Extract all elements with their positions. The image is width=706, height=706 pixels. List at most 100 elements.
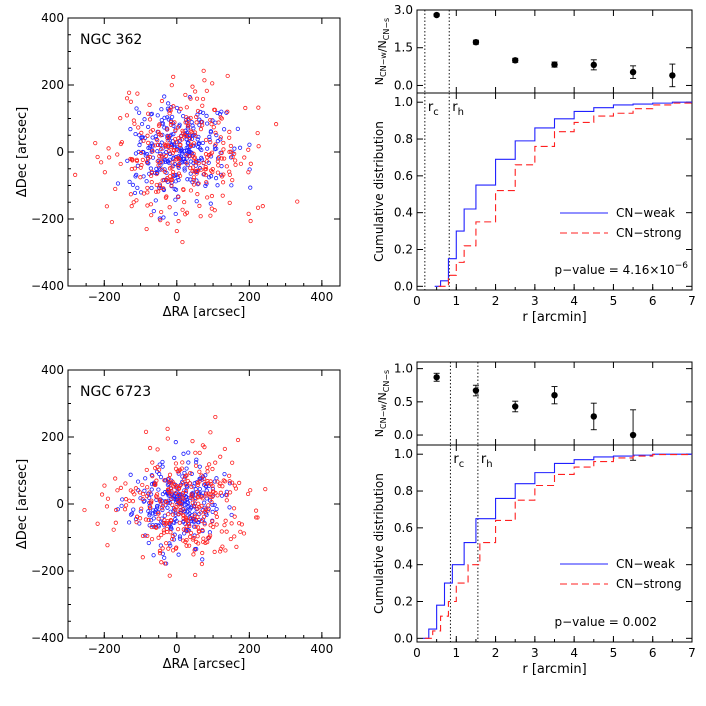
scatter-point <box>191 182 197 187</box>
scatter-point <box>214 476 219 481</box>
scatter-point <box>166 149 171 154</box>
scatter-point <box>143 517 149 522</box>
scatter-point <box>166 476 171 481</box>
scatter-point <box>188 165 193 171</box>
scatter-point <box>163 490 168 495</box>
scatter-point <box>186 133 191 139</box>
scatter-point <box>171 104 176 109</box>
scatter-point <box>237 145 243 150</box>
scatter-point <box>232 534 237 539</box>
scatter-point <box>204 181 209 186</box>
scatter-point <box>145 533 150 539</box>
scatter-point <box>183 515 188 520</box>
scatter-point <box>184 518 189 523</box>
data-point <box>629 68 637 76</box>
scatter-point <box>201 539 206 545</box>
scatter-point <box>199 157 205 162</box>
scatter-point <box>180 481 185 486</box>
scatter-point <box>145 133 150 138</box>
scatter-point <box>184 529 189 534</box>
scatter-point <box>149 180 154 185</box>
sky-panel: −400 −200 0 200 400 −200 0 200 400 NGC 6723 ΔRA [a… <box>15 363 341 672</box>
scatter-point <box>222 156 227 161</box>
scatter-point <box>260 204 265 209</box>
scatter-point <box>195 534 200 539</box>
scatter-point <box>209 193 215 199</box>
scatter-point <box>200 496 205 501</box>
scatter-point <box>176 511 181 517</box>
scatter-point <box>198 510 204 515</box>
scatter-point <box>170 160 175 165</box>
scatter-point <box>118 141 123 147</box>
scatter-point <box>186 460 191 465</box>
scatter-point <box>230 178 235 183</box>
scatter-point <box>205 146 210 151</box>
scatter-point <box>162 518 167 523</box>
scatter-point <box>129 511 135 516</box>
scatter-point <box>223 548 228 553</box>
scatter-point <box>147 117 153 122</box>
scatter-point <box>295 199 300 204</box>
scatter-point <box>151 516 156 521</box>
scatter-point <box>104 504 110 509</box>
scatter-point <box>164 150 169 155</box>
scatter-point <box>184 105 189 110</box>
scatter-point <box>156 487 161 492</box>
scatter-point <box>221 172 226 177</box>
scatter-point <box>148 202 154 207</box>
scatter-point <box>208 213 213 218</box>
scatter-point <box>124 96 130 101</box>
scatter-point <box>170 169 176 175</box>
scatter-point <box>185 521 191 526</box>
scatter-point <box>225 73 230 79</box>
scatter-point <box>247 142 252 147</box>
scatter-point <box>157 471 162 477</box>
scatter-point <box>188 530 194 535</box>
scatter-point <box>195 480 201 486</box>
scatter-point <box>162 115 167 120</box>
scatter-point <box>173 490 179 495</box>
scatter-point <box>203 166 209 172</box>
scatter-point <box>163 153 169 159</box>
scatter-point <box>154 505 160 510</box>
scatter-point <box>162 478 167 483</box>
scatter-point <box>177 484 182 489</box>
scatter-point <box>176 194 181 200</box>
x-tick-label: 0 <box>173 642 181 656</box>
scatter-point <box>217 483 222 488</box>
scatter-point <box>162 142 167 147</box>
scatter-point <box>162 520 167 526</box>
scatter-point <box>193 572 198 578</box>
scatter-point <box>221 478 226 483</box>
scatter-point <box>162 561 168 566</box>
scatter-point <box>155 149 160 154</box>
scatter-point <box>192 511 197 516</box>
scatter-point <box>177 173 183 179</box>
scatter-point <box>227 135 232 140</box>
scatter-point <box>169 165 174 170</box>
scatter-point <box>157 551 163 556</box>
scatter-point <box>131 200 136 205</box>
scatter-point <box>149 213 154 218</box>
scatter-point <box>154 171 159 177</box>
scatter-point <box>157 182 162 187</box>
scatter-point <box>194 120 199 125</box>
scatter-point <box>173 211 178 217</box>
scatter-point <box>164 526 169 532</box>
scatter-point <box>194 96 200 101</box>
scatter-point <box>187 543 192 548</box>
scatter-point <box>184 466 189 471</box>
scatter-point <box>184 482 189 487</box>
y-tick-label: 1.0 <box>394 95 413 109</box>
scatter-point <box>181 507 186 512</box>
scatter-point <box>155 138 160 143</box>
scatter-point <box>140 157 145 162</box>
scatter-point <box>169 183 174 188</box>
x-tick-label: 7 <box>688 646 696 660</box>
scatter-point <box>147 513 152 518</box>
scatter-point <box>139 130 144 135</box>
scatter-point <box>158 146 164 152</box>
scatter-point <box>170 150 175 156</box>
scatter-point <box>188 516 194 521</box>
scatter-point <box>155 464 160 470</box>
